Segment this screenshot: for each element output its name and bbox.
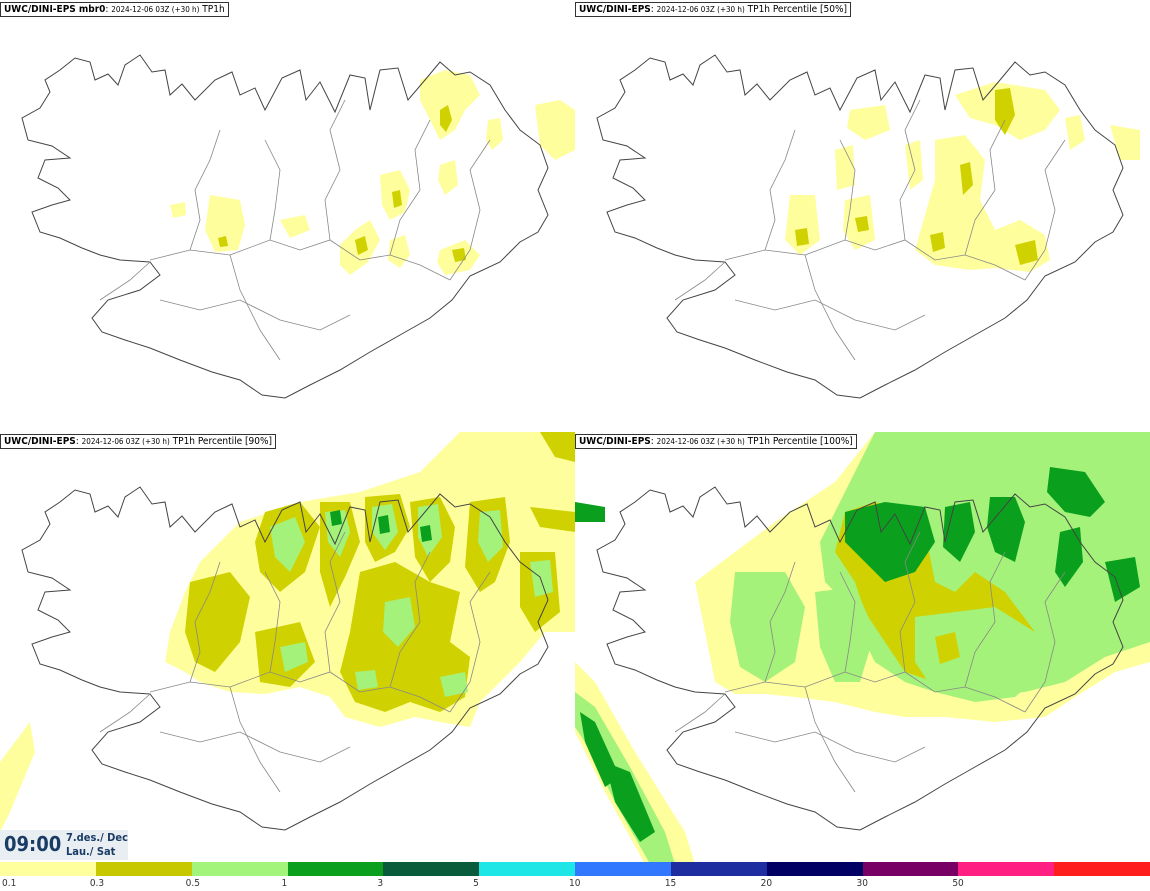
panel-title: UWC/DINI-EPS mbr0: 2024-12-06 03Z (+30 h… (0, 2, 229, 17)
field-name: TP1h Percentile [100%] (747, 436, 853, 447)
legend-tick-label: 15 (664, 878, 677, 889)
precip-map (0, 432, 575, 832)
map-panel-p100: UWC/DINI-EPS: 2024-12-06 03Z (+30 h) TP1… (575, 432, 1150, 862)
precip-areas (0, 432, 575, 832)
legend-swatch (479, 862, 576, 876)
run-time: 2024-12-06 03Z (+30 h) (81, 437, 170, 446)
legend-tick-label: 20 (760, 878, 773, 889)
field-name: TP1h (202, 4, 225, 15)
legend-tick-label: 0.5 (185, 878, 200, 889)
field-name: TP1h Percentile [90%] (172, 436, 273, 447)
legend-swatch (958, 862, 1056, 876)
color-legend: 0.1 0.3 0.5 1 3 5 10 15 20 30 50 (0, 862, 1150, 891)
legend-tick-label: 1 (281, 878, 288, 889)
precip-areas (785, 82, 1140, 272)
legend-swatch (862, 862, 960, 876)
legend-swatch (95, 862, 193, 876)
valid-time-hour: 09:00 (4, 832, 62, 856)
legend-swatch (670, 862, 768, 876)
legend-tick-label: 10 (569, 878, 581, 889)
map-panel-p90: UWC/DINI-EPS: 2024-12-06 03Z (+30 h) TP1… (0, 432, 575, 862)
precip-map (596, 54, 1140, 399)
map-panel-p50: UWC/DINI-EPS: 2024-12-06 03Z (+30 h) TP1… (575, 0, 1150, 432)
legend-tick-label: 0.1 (2, 878, 17, 889)
legend-swatch (191, 862, 289, 876)
model-name: UWC/DINI-EPS (4, 436, 76, 447)
legend-swatch (766, 862, 864, 876)
precip-map (21, 54, 575, 399)
legend-swatch (575, 862, 672, 876)
valid-time-box: 09:00 7.des./ Dec Lau./ Sat (0, 830, 128, 860)
run-time: 2024-12-06 03Z (+30 h) (656, 437, 745, 446)
run-time: 2024-12-06 03Z (+30 h) (111, 5, 200, 14)
legend-tick-label: 5 (473, 878, 479, 889)
precip-areas (575, 432, 1150, 862)
legend-swatch (0, 862, 97, 876)
legend-swatch (383, 862, 481, 876)
legend-tick-label: 0.3 (89, 878, 105, 889)
model-name: UWC/DINI-EPS (579, 436, 651, 447)
run-time: 2024-12-06 03Z (+30 h) (656, 5, 745, 14)
legend-tick-label: 50 (952, 878, 964, 889)
legend-tick-label: 3 (377, 878, 384, 889)
panel-title: UWC/DINI-EPS: 2024-12-06 03Z (+30 h) TP1… (575, 434, 857, 449)
legend-swatch (1054, 862, 1150, 876)
map-panel-mbr0: UWC/DINI-EPS mbr0: 2024-12-06 03Z (+30 h… (0, 0, 575, 432)
model-name: UWC/DINI-EPS mbr0 (4, 4, 106, 15)
field-name: TP1h Percentile [50%] (747, 4, 848, 15)
legend-tick-label: 30 (856, 878, 868, 889)
valid-date: 7.des./ Dec (66, 831, 128, 844)
legend-swatch (287, 862, 385, 876)
precip-map (575, 432, 1150, 862)
panel-title: UWC/DINI-EPS: 2024-12-06 03Z (+30 h) TP1… (0, 434, 277, 449)
panel-title: UWC/DINI-EPS: 2024-12-06 03Z (+30 h) TP1… (575, 2, 852, 17)
model-name: UWC/DINI-EPS (579, 4, 651, 15)
valid-weekday: Lau./ Sat (66, 845, 116, 858)
